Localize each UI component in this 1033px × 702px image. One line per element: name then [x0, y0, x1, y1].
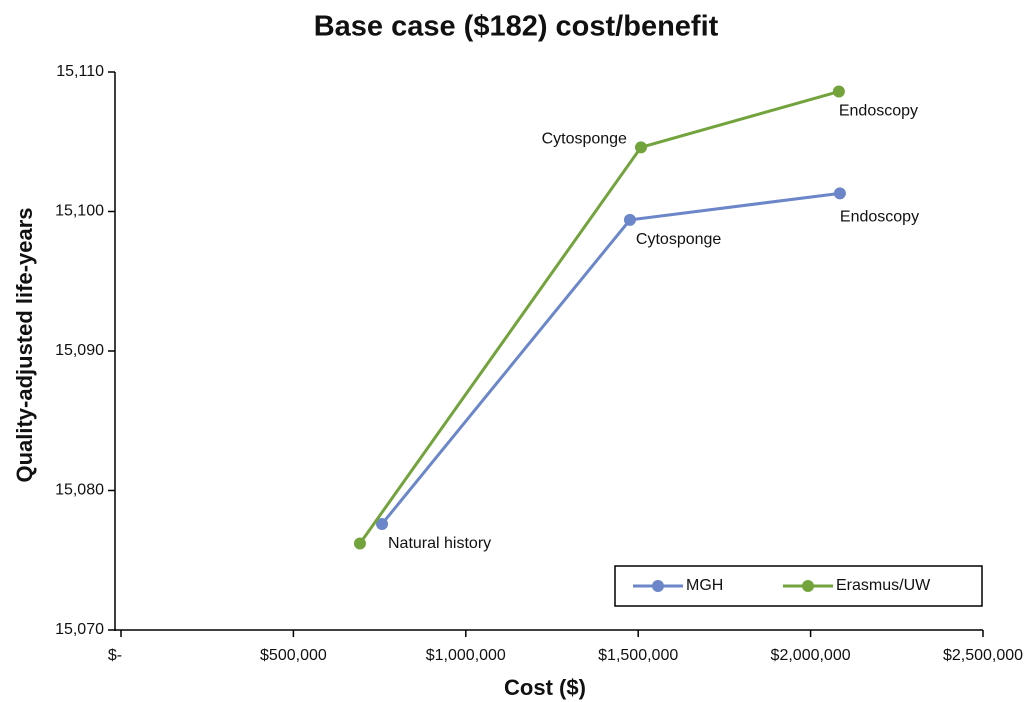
y-axis-title: Quality-adjusted life-years [12, 207, 37, 482]
legend-label: MGH [686, 577, 723, 594]
x-tick-label: $500,000 [260, 647, 327, 664]
x-tick-label: $2,000,000 [771, 647, 851, 664]
data-point [634, 141, 647, 154]
legend-label: Erasmus/UW [836, 577, 931, 594]
data-point [833, 187, 846, 200]
data-point [832, 85, 845, 98]
data-point [353, 537, 366, 550]
x-tick-label: $2,500,000 [943, 647, 1023, 664]
chart-title: Base case ($182) cost/benefit [314, 11, 719, 43]
y-tick-label: 15,100 [55, 203, 104, 220]
legend-marker [652, 580, 664, 592]
point-label: Endoscopy [839, 103, 918, 120]
legend-marker [802, 580, 814, 592]
y-tick-label: 15,070 [55, 621, 104, 638]
y-tick-label: 15,090 [55, 342, 104, 359]
data-point [623, 213, 636, 226]
series-line [358, 90, 840, 545]
y-tick-label: 15,080 [55, 482, 104, 499]
x-tick-label: $1,000,000 [426, 647, 506, 664]
x-axis-title: Cost ($) [504, 675, 586, 700]
data-point [376, 517, 389, 530]
point-label: Cytosponge [542, 131, 627, 148]
y-tick-label: 15,110 [56, 63, 104, 80]
x-tick-label: $1,500,000 [598, 647, 678, 664]
series-line [380, 191, 841, 525]
x-tick-label: $- [108, 647, 122, 664]
point-label: Endoscopy [840, 209, 919, 226]
point-label: Cytosponge [636, 231, 721, 248]
point-label: Natural history [388, 535, 491, 552]
